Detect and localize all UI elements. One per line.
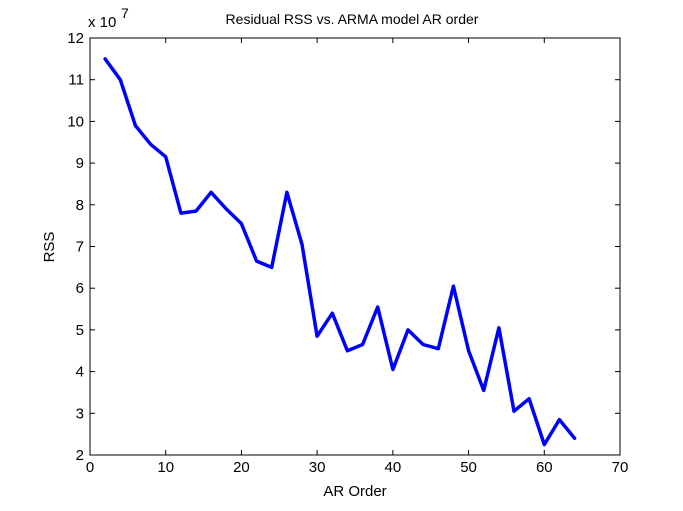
x-tick-label: 40 <box>385 459 402 476</box>
plot-area-frame <box>89 37 621 456</box>
y-tick-label: 8 <box>76 197 84 214</box>
x-tick-label: 20 <box>233 459 250 476</box>
y-multiplier-exponent: 7 <box>121 5 129 21</box>
y-tick-label: 11 <box>68 72 84 89</box>
y-axis-ticks: 2 3 4 5 6 7 8 9 10 11 12 <box>67 30 620 464</box>
y-tick-label: 7 <box>76 239 84 256</box>
y-tick-label: 9 <box>76 155 84 172</box>
y-tick-label: 3 <box>76 405 84 422</box>
x-axis-ticks: 0 10 20 30 40 50 60 70 <box>86 38 629 476</box>
y-tick-label: 6 <box>76 280 84 297</box>
x-tick-label: 10 <box>157 459 174 476</box>
y-tick-label: 10 <box>67 113 84 130</box>
x-tick-label: 60 <box>536 459 553 476</box>
y-axis-label: RSS <box>41 232 58 263</box>
x-axis-label: AR Order <box>323 483 386 500</box>
x-tick-label: 0 <box>86 459 94 476</box>
y-tick-label: 12 <box>67 30 84 47</box>
y-multiplier: x 10 7 <box>88 5 129 31</box>
chart-title: Residual RSS vs. ARMA model AR order <box>226 11 479 27</box>
y-multiplier-base: x 10 <box>88 14 116 31</box>
data-points <box>105 58 575 445</box>
x-tick-label: 30 <box>309 459 326 476</box>
x-tick-label: 70 <box>612 459 629 476</box>
y-tick-label: 5 <box>76 322 84 339</box>
rss-series-line <box>103 57 577 447</box>
y-tick-label: 2 <box>76 447 84 464</box>
y-tick-label: 4 <box>76 364 84 381</box>
x-tick-label: 50 <box>460 459 477 476</box>
